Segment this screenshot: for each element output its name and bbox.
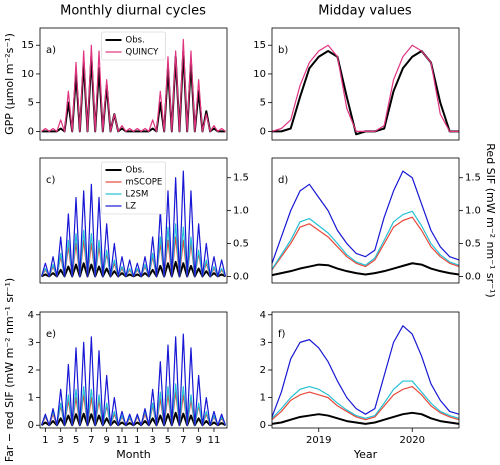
y-axis-label: Red SIF (mW m⁻² nm⁻¹ sr⁻¹) xyxy=(484,143,497,297)
x-tick-label: 3 xyxy=(149,435,155,446)
y-tick-label: 15 xyxy=(21,40,34,51)
series-line xyxy=(271,216,460,271)
series-line xyxy=(271,380,460,419)
y-tick-label: 5 xyxy=(28,98,34,109)
legend-label: QUINCY xyxy=(126,48,160,58)
legend-label: L2SM xyxy=(126,190,149,200)
y-tick-label: 0 xyxy=(260,126,266,137)
y-tick-label: 0 xyxy=(28,420,34,431)
series-line xyxy=(271,262,460,277)
x-tick-label: 1 xyxy=(134,435,140,446)
y-tick-label: 2 xyxy=(260,365,266,376)
x-tick-label: 2020 xyxy=(400,435,425,446)
column-title: Monthly diurnal cycles xyxy=(60,4,206,19)
series-line xyxy=(40,170,227,278)
legend-label: LZ xyxy=(126,202,137,212)
panel-label: b) xyxy=(278,45,288,56)
series-line xyxy=(41,38,226,132)
y-axis-label: Far − red SIF (mW m⁻² nm⁻¹ sr⁻¹) xyxy=(3,278,16,462)
plot-frame xyxy=(271,157,460,284)
x-tick-label: 9 xyxy=(103,435,109,446)
y-tick-label: 0.0 xyxy=(465,271,481,282)
y-tick-label: 4 xyxy=(28,310,34,321)
legend-label: mSCOPE xyxy=(126,178,163,188)
x-tick-label: 3 xyxy=(58,435,64,446)
panel-label: a) xyxy=(46,45,56,56)
series-line xyxy=(271,411,460,425)
series-line xyxy=(40,333,227,426)
y-tick-label: 2 xyxy=(28,365,34,376)
panel-label: f) xyxy=(278,329,286,340)
x-tick-label: 11 xyxy=(116,435,129,446)
x-tick-label: 2019 xyxy=(306,435,331,446)
legend-label: Obs. xyxy=(126,166,145,176)
panel-label: c) xyxy=(46,175,55,186)
y-tick-label: 0.5 xyxy=(465,239,481,250)
legend-box xyxy=(101,161,166,215)
panel-label: e) xyxy=(46,329,56,340)
y-tick-label: 5 xyxy=(260,98,266,109)
y-tick-label: 1 xyxy=(28,393,34,404)
y-tick-label: 3 xyxy=(28,337,34,348)
series-line xyxy=(40,411,226,427)
y-tick-label: 0 xyxy=(28,126,34,137)
series-line xyxy=(271,325,460,418)
series-line xyxy=(271,170,460,264)
x-tick-label: 11 xyxy=(208,435,221,446)
x-tick-label: 5 xyxy=(73,435,79,446)
legend-label: Obs. xyxy=(126,36,145,46)
y-tick-label: 0.0 xyxy=(233,271,249,282)
y-tick-label: 4 xyxy=(260,310,266,321)
x-axis-label: Year xyxy=(353,448,378,461)
x-tick-label: 1 xyxy=(42,435,48,446)
y-tick-label: 1 xyxy=(260,393,266,404)
x-axis-label: Month xyxy=(116,448,151,461)
plot-frame xyxy=(271,27,460,141)
y-tick-label: 1.0 xyxy=(465,206,481,217)
x-tick-label: 7 xyxy=(88,435,94,446)
y-tick-label: 1.5 xyxy=(233,173,249,184)
y-tick-label: 3 xyxy=(260,337,266,348)
y-tick-label: 1.0 xyxy=(233,206,249,217)
x-tick-label: 5 xyxy=(165,435,171,446)
series-line xyxy=(271,44,459,132)
series-line xyxy=(271,385,460,421)
y-tick-label: 10 xyxy=(21,69,34,80)
y-tick-label: 1.5 xyxy=(465,173,481,184)
plot-frame xyxy=(39,157,228,284)
y-axis-label: GPP (μmol m⁻²s⁻¹) xyxy=(3,33,16,135)
y-tick-label: 10 xyxy=(253,69,266,80)
x-tick-label: 7 xyxy=(180,435,186,446)
panel-label: d) xyxy=(278,175,288,186)
x-tick-label: 9 xyxy=(195,435,201,446)
column-title: Midday values xyxy=(318,4,412,19)
y-tick-label: 0 xyxy=(260,420,266,431)
series-line xyxy=(271,210,460,270)
y-tick-label: 0.5 xyxy=(233,239,249,250)
plot-frame xyxy=(39,27,228,141)
plot-frame xyxy=(271,311,460,429)
y-tick-label: 15 xyxy=(253,40,266,51)
